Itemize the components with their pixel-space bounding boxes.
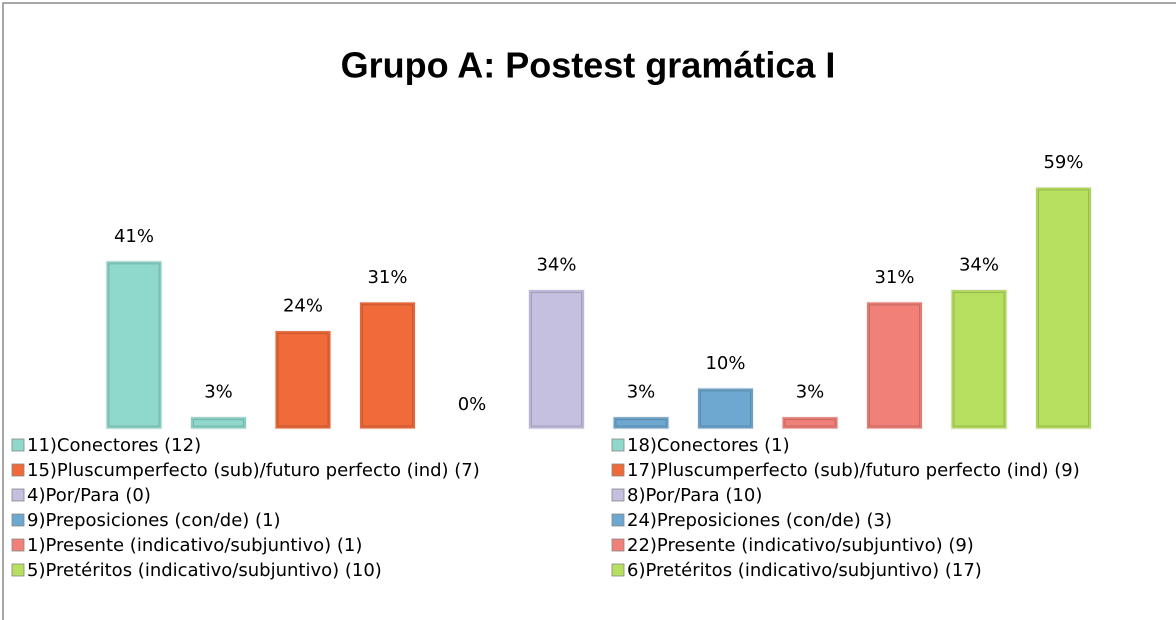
legend-swatch [611, 538, 625, 552]
legend-label: 24)Preposiciones (con/de) (3) [627, 510, 892, 531]
data-label: 3% [796, 382, 825, 403]
legend-swatch [11, 563, 25, 577]
legend-label: 6)Pretéritos (indicativo/subjuntivo) (17… [627, 560, 982, 581]
bar-bevel [615, 419, 667, 427]
data-label: 31% [874, 267, 914, 288]
bar-bevel [362, 304, 413, 427]
legend-swatch [611, 563, 625, 577]
bar-bevel [531, 292, 582, 427]
data-label: 3% [204, 382, 233, 403]
data-label: 34% [536, 255, 576, 276]
data-label: 10% [705, 353, 745, 374]
legend-swatch [611, 438, 625, 452]
data-label: 31% [367, 267, 407, 288]
legend-label: 11)Conectores (12) [27, 435, 201, 456]
data-label: 41% [114, 226, 154, 247]
data-label: 24% [283, 296, 323, 317]
data-label: 34% [959, 255, 999, 276]
legend-swatch [611, 463, 625, 477]
legend-label: 18)Conectores (1) [627, 435, 790, 456]
legend-swatch [11, 513, 25, 527]
bar-bevel [1038, 189, 1089, 427]
data-label: 3% [627, 382, 656, 403]
legend-swatch [11, 438, 25, 452]
legend-label: 1)Presente (indicativo/subjuntivo) (1) [27, 535, 362, 556]
bar-bevel [784, 419, 836, 427]
legend-label: 4)Por/Para (0) [27, 485, 151, 506]
legend-swatch [611, 513, 625, 527]
bar-bevel [277, 333, 329, 427]
legend-swatch [11, 538, 25, 552]
legend-label: 8)Por/Para (10) [627, 485, 762, 506]
data-label: 0% [458, 394, 487, 415]
legend-swatch [611, 488, 625, 502]
legend-label: 9)Preposiciones (con/de) (1) [27, 510, 281, 531]
bar-bevel [869, 304, 920, 427]
data-label: 59% [1043, 152, 1083, 173]
legend-swatch [11, 463, 25, 477]
legend-swatch [11, 488, 25, 502]
legend-label: 5)Pretéritos (indicativo/subjuntivo) (10… [27, 560, 382, 581]
legend-label: 17)Pluscumperfecto (sub)/futuro perfecto… [627, 460, 1080, 481]
chart-title: Grupo A: Postest gramática I [341, 45, 836, 86]
bar-bevel [953, 292, 1005, 427]
legend-label: 22)Presente (indicativo/subjuntivo) (9) [627, 535, 974, 556]
bar-bevel [700, 390, 751, 427]
bar-bevel [193, 419, 244, 427]
legend-label: 15)Pluscumperfecto (sub)/futuro perfecto… [27, 460, 480, 481]
bar-bevel [108, 263, 160, 427]
